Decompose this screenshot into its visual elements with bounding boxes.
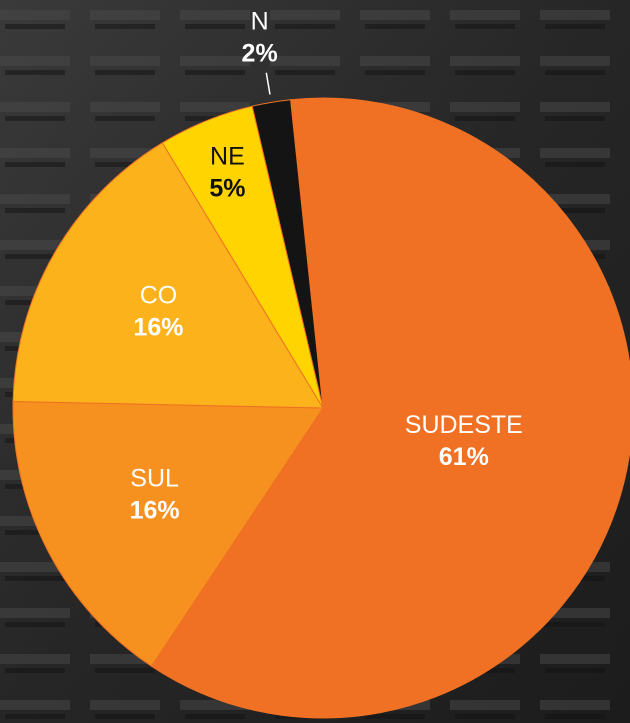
slice-value: 16%: [130, 497, 180, 525]
slice-value: 16%: [133, 314, 183, 342]
slice-name: SUDESTE: [405, 411, 523, 439]
chart: SUDESTE 61% SUL 16% CO 16% NE 5% N 2%: [0, 0, 630, 723]
slice-name: N: [251, 8, 269, 36]
page: {"chart_data": {"type": "pie", "categori…: [0, 0, 630, 723]
slice-name: CO: [140, 282, 178, 310]
slice-name: SUL: [130, 465, 179, 493]
slice-value: 61%: [439, 443, 489, 471]
slice-value: 2%: [242, 40, 278, 68]
slice-name: NE: [210, 142, 245, 170]
slice-value: 5%: [209, 174, 245, 202]
